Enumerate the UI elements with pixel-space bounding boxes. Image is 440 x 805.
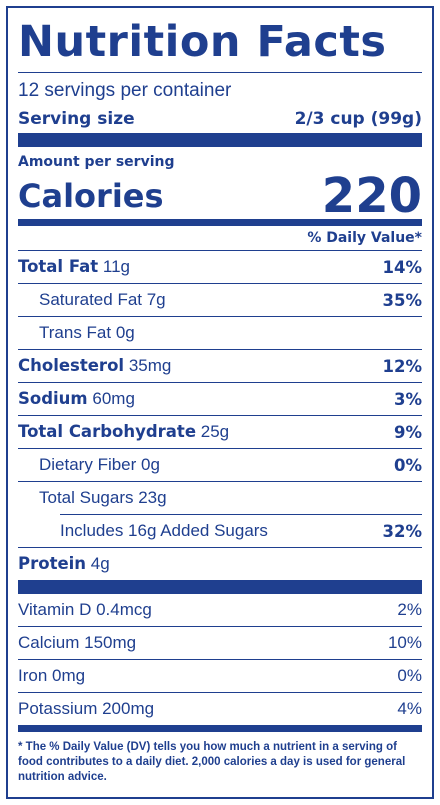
daily-value-footnote: * The % Daily Value (DV) tells you how m… — [18, 741, 406, 783]
nutrient-name: Protein — [18, 554, 87, 573]
nutrient-row-total-carbohydrate: Total Carbohydrate 25g 9% — [18, 416, 422, 448]
label-title: Nutrition Facts — [18, 17, 387, 67]
thick-divider — [18, 580, 422, 594]
nutrient-name: Sodium — [18, 389, 88, 408]
nutrient-row-total-fat: Total Fat 11g 14% — [18, 251, 422, 283]
nutrient-name: Saturated Fat 7g — [39, 290, 166, 309]
vitamin-name: Iron 0mg — [18, 666, 86, 685]
nutrient-dv: 9% — [393, 422, 422, 442]
nutrient-dv: 14% — [382, 257, 423, 277]
medium-divider — [18, 219, 422, 226]
nutrient-row-dietary-fiber: Dietary Fiber 0g 0% — [18, 449, 422, 481]
daily-value-header-row: % Daily Value* — [18, 226, 422, 250]
divider — [18, 72, 422, 73]
nutrient-dv: 3% — [393, 389, 422, 409]
nutrient-dv: 35% — [382, 290, 423, 310]
servings-per-container: 12 servings per container — [18, 80, 232, 101]
nutrient-name: Total Carbohydrate — [18, 422, 197, 441]
nutrient-row-cholesterol: Cholesterol 35mg 12% — [18, 350, 422, 382]
calories-value: 220 — [321, 168, 422, 224]
vitamin-row-iron: Iron 0mg 0% — [18, 660, 422, 692]
vitamin-name: Potassium 200mg — [18, 699, 155, 718]
calories-row: Calories 220 — [18, 168, 422, 224]
nutrient-row-added-sugars: Includes 16g Added Sugars 32% — [18, 515, 422, 547]
nutrient-name: Includes 16g Added Sugars — [60, 521, 268, 540]
nutrient-row-sodium: Sodium 60mg 3% — [18, 383, 422, 415]
nutrient-amount: 11g — [102, 257, 130, 276]
medium-divider — [18, 725, 422, 732]
nutrient-name: Total Sugars 23g — [39, 488, 167, 507]
calories-label: Calories — [18, 177, 164, 215]
nutrient-amount: 60mg — [92, 389, 135, 408]
serving-size-row: Serving size 2/3 cup (99g) — [18, 105, 422, 133]
vitamin-dv: 0% — [397, 666, 422, 685]
vitamin-row-calcium: Calcium 150mg 10% — [18, 627, 422, 659]
vitamin-dv: 10% — [387, 633, 422, 652]
nutrient-row-protein: Protein 4g — [18, 548, 422, 580]
nutrient-dv: 0% — [393, 455, 422, 475]
vitamin-name: Calcium 150mg — [18, 633, 137, 652]
serving-size-value: 2/3 cup (99g) — [294, 109, 422, 129]
thick-divider — [18, 133, 422, 147]
nutrition-facts-label: Nutrition Facts 12 servings per containe… — [6, 6, 434, 799]
nutrient-amount: 35mg — [128, 356, 172, 375]
nutrient-amount: 4g — [90, 554, 110, 573]
nutrient-name: Total Fat — [18, 257, 99, 276]
vitamin-row-potassium: Potassium 200mg 4% — [18, 693, 422, 725]
vitamin-dv: 2% — [397, 600, 422, 619]
daily-value-header: % Daily Value* — [307, 230, 422, 246]
nutrient-dv: 12% — [382, 356, 423, 376]
nutrient-row-trans-fat: Trans Fat 0g — [18, 317, 422, 349]
vitamin-name: Vitamin D 0.4mcg — [18, 600, 152, 619]
nutrient-name: Dietary Fiber 0g — [39, 455, 160, 474]
nutrient-dv: 32% — [382, 521, 423, 541]
amount-per-serving: Amount per serving — [18, 154, 175, 170]
vitamin-row-vitamin-d: Vitamin D 0.4mcg 2% — [18, 594, 422, 626]
vitamin-dv: 4% — [397, 699, 422, 718]
nutrient-row-saturated-fat: Saturated Fat 7g 35% — [18, 284, 422, 316]
nutrient-row-total-sugars: Total Sugars 23g — [18, 482, 422, 514]
nutrient-name: Cholesterol — [18, 356, 125, 375]
nutrient-name: Trans Fat 0g — [39, 323, 135, 342]
nutrient-amount: 25g — [200, 422, 230, 441]
serving-size-label: Serving size — [18, 109, 135, 129]
